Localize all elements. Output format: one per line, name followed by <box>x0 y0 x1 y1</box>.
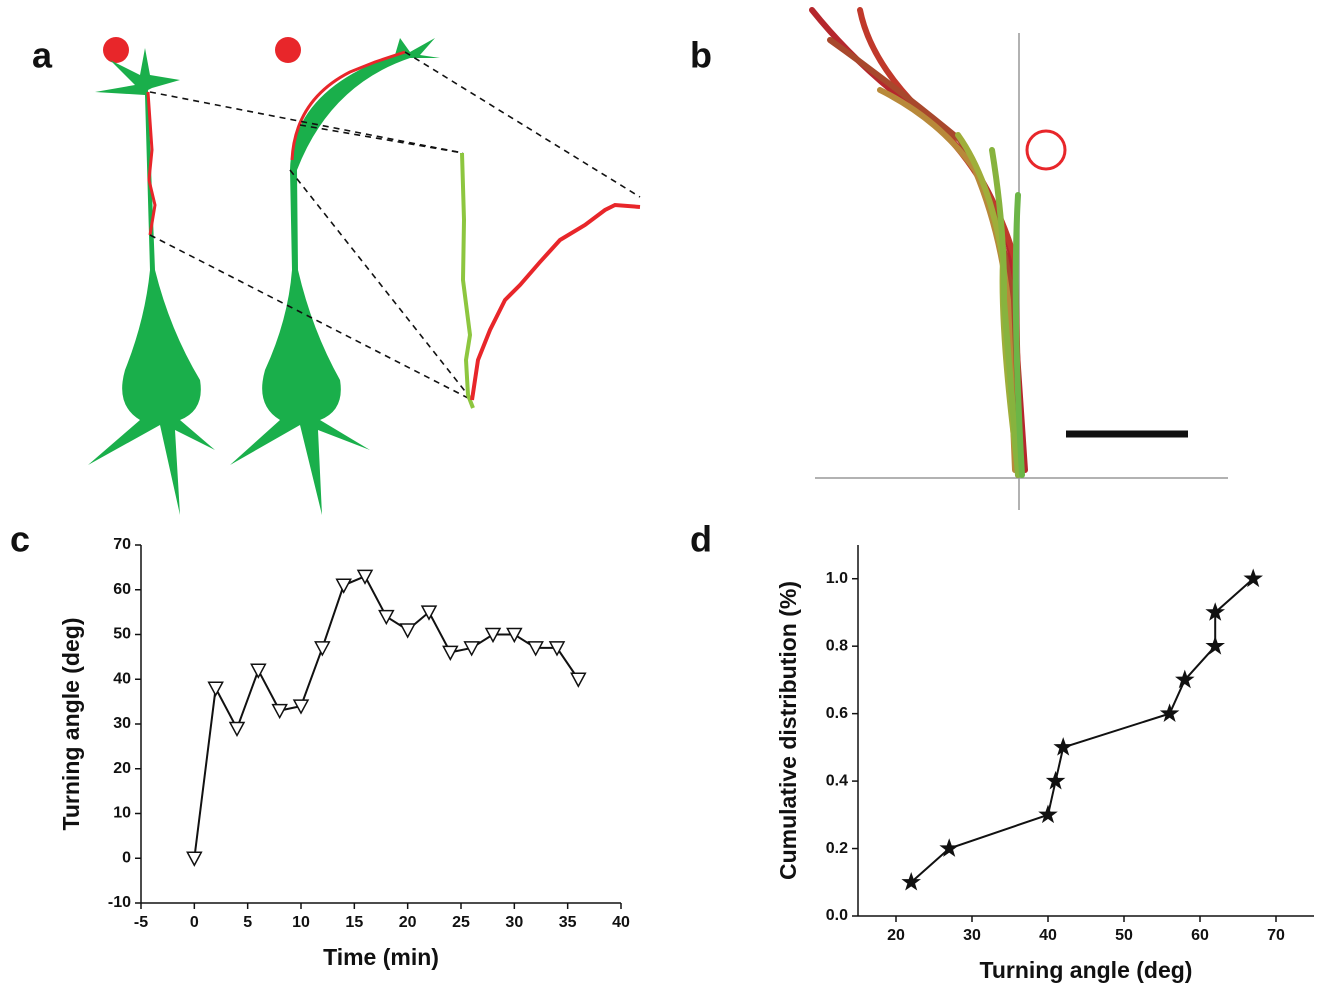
data-line <box>910 577 1254 884</box>
trace-control <box>460 152 475 409</box>
y-tick-label: 10 <box>113 805 131 822</box>
data-point <box>292 699 310 715</box>
data-point <box>1175 669 1195 689</box>
data-point <box>1243 568 1263 588</box>
y-tick-label: 0.2 <box>826 840 848 857</box>
y-tick-label: 0.0 <box>826 907 848 924</box>
x-tick-label: 20 <box>887 927 905 944</box>
x-tick-label: 15 <box>345 914 363 931</box>
x-tick-label: 0 <box>190 914 199 931</box>
data-point <box>548 641 566 657</box>
data-point <box>484 627 502 644</box>
y-tick-label: 20 <box>113 760 131 777</box>
neurite-trace <box>290 50 406 161</box>
x-axis-title: Turning angle (deg) <box>980 957 1193 983</box>
data-point <box>207 681 224 697</box>
data-point <box>356 569 374 585</box>
y-tick-label: -10 <box>108 894 131 911</box>
trajectories <box>809 7 1028 478</box>
x-tick-label: 50 <box>1115 927 1133 944</box>
x-tick-label: 40 <box>1039 927 1057 944</box>
data-point <box>186 851 203 867</box>
data-point <box>939 838 960 857</box>
data-point <box>506 627 523 644</box>
x-tick-label: 20 <box>399 914 417 931</box>
y-tick-label: 30 <box>113 715 131 732</box>
neuron <box>230 38 440 515</box>
y-tick-label: 0 <box>122 849 131 866</box>
x-axis-title: Time (min) <box>323 944 439 970</box>
y-tick-label: 70 <box>113 536 131 553</box>
y-tick-label: 1.0 <box>826 570 848 587</box>
data-point <box>463 641 480 657</box>
y-axis-title: Turning angle (deg) <box>58 618 84 831</box>
x-tick-label: 25 <box>452 914 470 931</box>
panel-label: a <box>32 35 53 76</box>
data-point <box>314 641 331 657</box>
y-tick-label: 0.8 <box>826 637 848 654</box>
cue-circle <box>1025 129 1067 171</box>
data-point <box>1205 602 1226 621</box>
data-point <box>399 623 416 639</box>
x-tick-label: 40 <box>612 914 630 931</box>
zoom-lines <box>149 51 641 401</box>
data-point <box>228 721 246 738</box>
neuron-illustration <box>88 37 641 515</box>
data-point <box>1038 804 1058 824</box>
x-tick-label: 60 <box>1191 927 1209 944</box>
data-point <box>271 703 288 720</box>
data-point <box>527 641 544 657</box>
data-point <box>250 663 267 679</box>
panel-label: c <box>10 519 30 560</box>
cue-dot <box>275 37 301 63</box>
x-tick-label: 35 <box>559 914 577 931</box>
trace-turning <box>470 202 641 401</box>
data-point <box>442 645 459 661</box>
data-point <box>570 672 587 688</box>
data-point <box>1045 770 1066 790</box>
y-tick-label: 50 <box>113 626 131 643</box>
x-tick-label: 5 <box>243 914 252 931</box>
y-axis-title: Cumulative distribution (%) <box>775 581 801 880</box>
data-point <box>1159 703 1180 722</box>
x-tick-label: 70 <box>1267 927 1285 944</box>
data-point <box>420 605 438 621</box>
data-point <box>378 609 395 626</box>
data-point <box>1205 635 1225 655</box>
y-tick-label: 60 <box>113 581 131 598</box>
data-point <box>335 578 352 594</box>
data-point <box>1053 737 1073 756</box>
neuron <box>88 48 215 515</box>
panel-label: d <box>690 519 712 560</box>
y-tick-label: 0.6 <box>826 705 848 722</box>
x-tick-label: 30 <box>505 914 523 931</box>
data-point <box>901 872 921 891</box>
x-tick-label: 10 <box>292 914 310 931</box>
y-tick-label: 40 <box>113 670 131 687</box>
trajectory-illustration <box>809 7 1228 510</box>
cue-dot <box>103 37 129 63</box>
panel-label: b <box>690 35 712 76</box>
y-tick-label: 0.4 <box>826 772 848 789</box>
x-tick-label: -5 <box>134 914 148 931</box>
neurite-trace <box>146 91 157 236</box>
x-tick-label: 30 <box>963 927 981 944</box>
